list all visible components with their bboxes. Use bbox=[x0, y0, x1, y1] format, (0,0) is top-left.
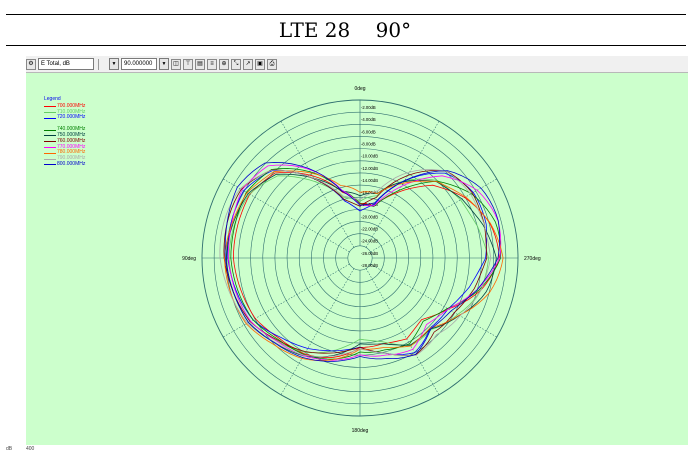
pattern-curve bbox=[228, 175, 490, 354]
pattern-curve bbox=[226, 173, 497, 358]
polar-view-icon[interactable]: ◫ bbox=[171, 58, 181, 70]
legend: Legend 700.000MHz 710.000MHz 720.000MHz 740… bbox=[44, 96, 86, 168]
legend-swatch bbox=[44, 111, 56, 113]
toolbar-separator bbox=[98, 58, 99, 70]
plot-toolbar: ⚙ E Total, dB ▼ 90.000000 ▼ ◫ ⊤ ▤ ≡ ⊕ ⤡ … bbox=[26, 56, 688, 73]
legend-label: 740.000MHz bbox=[57, 126, 86, 133]
legend-items: 700.000MHz 710.000MHz 720.000MHz 740.000MHz… bbox=[44, 102, 86, 168]
legend-label: 790.000MHz bbox=[57, 155, 86, 162]
legend-swatch bbox=[44, 152, 56, 154]
angle-dropdown-arrow-2[interactable]: ▼ bbox=[159, 58, 169, 70]
legend-label: 720.000MHz bbox=[57, 114, 86, 121]
legend-item: 740.000MHz bbox=[44, 126, 86, 133]
ring-label: -8.00dB bbox=[361, 141, 376, 146]
legend-item: 780.000MHz bbox=[44, 150, 85, 156]
legend-label: 780.000MHz bbox=[57, 149, 86, 156]
pattern-curve bbox=[223, 169, 488, 356]
legend-item: 790.000MHz bbox=[44, 155, 86, 162]
angle-dropdown-arrow[interactable]: ▼ bbox=[109, 58, 119, 70]
ruler-icon[interactable]: ▤ bbox=[195, 58, 205, 70]
angle-input[interactable]: 90.000000 bbox=[121, 58, 157, 70]
angle-label-90: 90deg bbox=[182, 256, 196, 262]
pattern-curve bbox=[224, 162, 501, 362]
pattern-curve bbox=[219, 169, 492, 358]
angle-label-0: 0deg bbox=[354, 86, 365, 92]
polar-spoke bbox=[370, 178, 497, 253]
ring-label: -16.00dB bbox=[361, 190, 378, 195]
legend-label: 700.000MHz bbox=[57, 102, 86, 109]
legend-swatch bbox=[44, 164, 56, 166]
legend-swatch bbox=[44, 117, 56, 119]
ring-label: -22.00dB bbox=[361, 227, 378, 232]
ring-label: -28.00dB bbox=[361, 263, 378, 268]
legend-label: 710.000MHz bbox=[57, 108, 86, 115]
angle-label-270: 270deg bbox=[524, 256, 541, 262]
polar-spoke bbox=[365, 121, 440, 248]
legend-item: 700.000MHz bbox=[44, 102, 86, 110]
legend-item: 770.000MHz bbox=[44, 143, 86, 151]
zoom-icon[interactable]: ⤡ bbox=[231, 58, 241, 70]
legend-swatch bbox=[44, 129, 56, 131]
legend-item: 750.000MHz bbox=[44, 131, 86, 139]
legend-swatch bbox=[44, 135, 56, 137]
legend-swatch bbox=[44, 106, 56, 108]
pattern-curve bbox=[230, 168, 502, 360]
page-title: LTE 28 90° bbox=[278, 17, 412, 42]
ring-label: -20.00dB bbox=[361, 214, 378, 219]
field-select[interactable]: E Total, dB bbox=[38, 58, 94, 70]
ring-label: -12.00dB bbox=[361, 166, 378, 171]
header-rule-top bbox=[6, 14, 686, 15]
ring-label: -14.00dB bbox=[361, 178, 378, 183]
polar-spoke bbox=[223, 178, 350, 253]
status-bar: dB 400 bbox=[0, 446, 690, 452]
status-unit: dB bbox=[6, 446, 13, 452]
marker-icon[interactable]: ⊕ bbox=[219, 58, 229, 70]
legend-item: 760.000MHz bbox=[44, 137, 86, 145]
legend-item: 710.000MHz bbox=[44, 108, 86, 116]
page-header: LTE 28 90° bbox=[0, 0, 690, 48]
ring-label: -2.00dB bbox=[361, 105, 376, 110]
settings-icon[interactable]: ⚙ bbox=[26, 58, 36, 70]
scale-icon[interactable]: ⊤ bbox=[183, 58, 193, 70]
pattern-curve bbox=[227, 164, 502, 361]
list-icon[interactable]: ≡ bbox=[207, 58, 217, 70]
cursor-icon[interactable]: ↗ bbox=[243, 58, 253, 70]
status-value: 400 bbox=[26, 446, 35, 452]
ring-label: -24.00dB bbox=[361, 239, 378, 244]
polar-spoke bbox=[365, 268, 440, 395]
legend-swatch bbox=[44, 141, 56, 143]
ring-label: -6.00dB bbox=[361, 129, 376, 134]
copy-icon[interactable]: ▣ bbox=[255, 58, 265, 70]
polar-plot-area: Legend 700.000MHz 710.000MHz 720.000MHz 740… bbox=[26, 73, 688, 445]
angle-label-180: 180deg bbox=[352, 428, 369, 434]
legend-label: 750.000MHz bbox=[57, 131, 86, 138]
polar-chart: -2.00dB -4.00dB -6.00dB -8.00dB -10.00dB -12.… bbox=[182, 86, 541, 434]
ring-label: -10.00dB bbox=[361, 154, 378, 159]
ring-label: -4.00dB bbox=[361, 117, 376, 122]
legend-swatch bbox=[44, 146, 56, 148]
legend-swatch bbox=[44, 158, 56, 160]
legend-label: 770.000MHz bbox=[57, 143, 86, 150]
polar-spoke bbox=[280, 121, 355, 248]
print-icon[interactable]: ⎙ bbox=[267, 58, 277, 70]
legend-item: 800.000MHz bbox=[44, 160, 86, 168]
legend-item: 720.000MHz bbox=[44, 115, 85, 121]
header-rule-bottom bbox=[6, 45, 686, 46]
legend-title: Legend bbox=[44, 96, 61, 102]
ring-label: -26.00dB bbox=[361, 251, 378, 256]
legend-label: 760.000MHz bbox=[57, 137, 86, 144]
polar-spoke bbox=[223, 263, 350, 338]
pattern-curve bbox=[227, 170, 488, 356]
polar-spoke bbox=[280, 268, 355, 395]
polar-spoke bbox=[370, 263, 497, 338]
legend-label: 800.000MHz bbox=[57, 160, 86, 167]
